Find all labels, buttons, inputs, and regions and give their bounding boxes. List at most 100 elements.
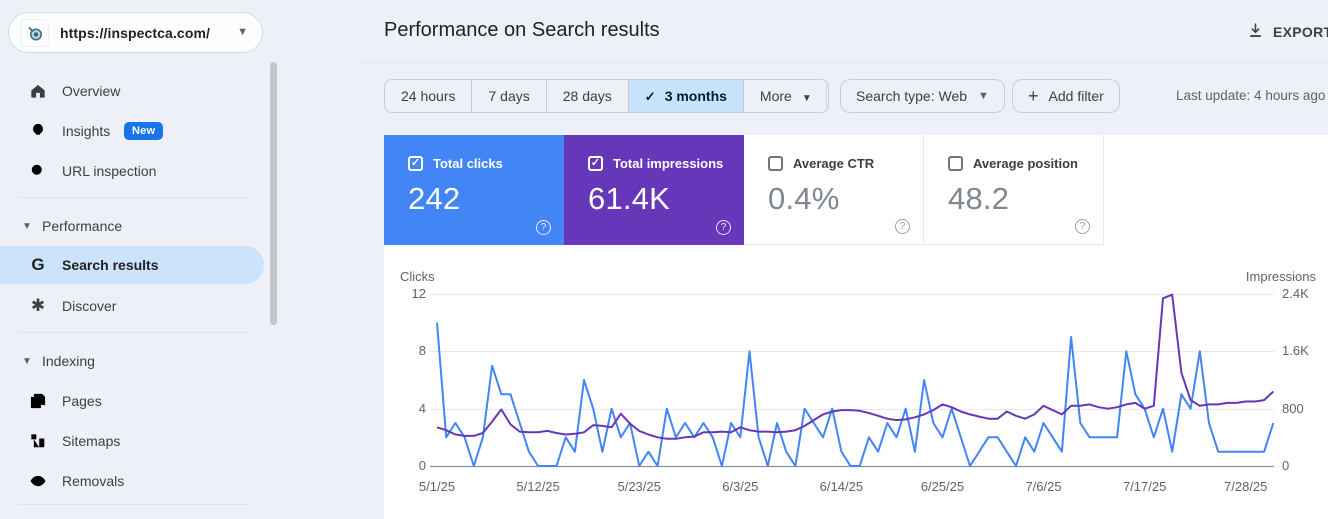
page-title: Performance on Search results xyxy=(384,19,660,41)
right-axis-title: Impressions xyxy=(1245,269,1316,284)
x-axis-tick: 7/28/25 xyxy=(1224,479,1268,494)
sidebar-item-label: Search results xyxy=(62,257,159,273)
site-favicon-icon xyxy=(22,19,48,46)
chevron-down-icon: ▼ xyxy=(237,26,248,38)
sidebar-divider xyxy=(18,197,250,198)
x-axis-tick: 5/23/25 xyxy=(617,479,661,494)
checkbox-unchecked-icon[interactable]: ✓ xyxy=(948,156,963,171)
metric-card-average-position[interactable]: ✓ Average position 48.2 ? xyxy=(924,135,1104,245)
chip-28-days[interactable]: 28 days xyxy=(545,80,628,112)
date-range-chip-group: 24 hours 7 days 28 days ✓ 3 months More ▼ xyxy=(384,79,829,113)
metric-label: Average CTR xyxy=(793,156,875,171)
metric-label: Total clicks xyxy=(433,156,503,171)
add-filter-button[interactable]: + Add filter xyxy=(1012,79,1120,113)
metric-value: 48.2 xyxy=(948,181,1010,216)
lightbulb-icon xyxy=(28,121,48,141)
sidebar-item-removals[interactable]: Removals xyxy=(0,467,264,495)
metric-value: 242 xyxy=(408,181,461,216)
home-icon xyxy=(28,81,48,101)
sidebar-item-label: Sitemaps xyxy=(62,433,121,449)
help-icon[interactable]: ? xyxy=(895,219,910,234)
sidebar-item-discover[interactable]: ✱ Discover xyxy=(0,292,264,320)
sidebar-item-insights[interactable]: Insights New xyxy=(0,117,264,145)
help-icon[interactable]: ? xyxy=(536,220,551,235)
search-icon xyxy=(28,161,48,181)
google-g-icon: G xyxy=(31,255,45,274)
filter-separator xyxy=(826,80,827,112)
x-axis-tick: 5/1/25 xyxy=(418,479,456,494)
asterisk-icon: ✱ xyxy=(30,296,46,315)
sidebar-divider xyxy=(18,332,250,333)
sidebar-item-overview[interactable]: Overview xyxy=(0,77,264,105)
help-icon[interactable]: ? xyxy=(716,220,731,235)
chip-more[interactable]: More ▼ xyxy=(742,80,828,112)
left-axis-title: Clicks xyxy=(400,269,435,284)
sidebar-item-label: Removals xyxy=(62,473,125,489)
export-label: EXPORT xyxy=(1273,24,1328,40)
x-axis-tick: 6/14/25 xyxy=(819,479,864,494)
search-type-button[interactable]: Search type: Web ▼ xyxy=(840,79,1005,113)
chip-3-months[interactable]: ✓ 3 months xyxy=(627,80,743,112)
check-icon: ✓ xyxy=(644,89,656,104)
chip-24-hours[interactable]: 24 hours xyxy=(401,88,456,104)
new-badge: New xyxy=(124,122,164,140)
add-filter-label: Add filter xyxy=(1048,88,1104,104)
x-axis-tick: 6/3/25 xyxy=(722,479,759,494)
checkbox-unchecked-icon[interactable]: ✓ xyxy=(768,156,783,171)
sidebar-item-label: Overview xyxy=(62,83,121,99)
y-axis-tick-clicks: 4 xyxy=(418,400,426,416)
export-button[interactable]: EXPORT xyxy=(1247,22,1328,42)
x-axis-tick: 7/17/25 xyxy=(1122,479,1167,494)
checkbox-checked-icon[interactable]: ✓ xyxy=(588,156,603,171)
checkbox-checked-icon[interactable]: ✓ xyxy=(408,156,423,171)
last-update-text: Last update: 4 hours ago xyxy=(1176,88,1326,103)
x-axis-tick: 7/6/25 xyxy=(1025,479,1062,494)
sidebar-item-search-results[interactable]: G Search results xyxy=(0,246,264,284)
chip-7-days[interactable]: 7 days xyxy=(471,80,545,112)
sidebar-item-label: Pages xyxy=(62,393,102,409)
y-axis-tick-clicks: 8 xyxy=(418,343,426,359)
search-type-label: Search type: Web xyxy=(856,88,968,104)
header-divider xyxy=(362,62,1328,63)
eye-off-icon xyxy=(28,471,48,491)
x-axis-tick: 6/25/25 xyxy=(920,479,965,494)
sidebar-scrollbar[interactable] xyxy=(270,62,277,325)
sitemap-icon xyxy=(28,431,48,451)
section-label: Performance xyxy=(42,218,123,234)
metric-value: 0.4% xyxy=(768,181,840,216)
sidebar-item-url-inspection[interactable]: URL inspection xyxy=(0,157,264,185)
chevron-down-icon: ▼ xyxy=(978,89,989,102)
metric-value: 61.4K xyxy=(588,181,671,216)
y-axis-tick-impressions: 1.6K xyxy=(1282,343,1309,359)
metric-label: Average position xyxy=(973,156,1078,171)
y-axis-tick-clicks: 0 xyxy=(418,458,426,473)
sidebar-section-indexing[interactable]: ▼ Indexing xyxy=(0,349,264,373)
y-axis-tick-impressions: 2.4K xyxy=(1282,286,1309,301)
sidebar-item-sitemaps[interactable]: Sitemaps xyxy=(0,427,264,455)
sidebar-section-performance[interactable]: ▼ Performance xyxy=(0,214,264,238)
download-icon xyxy=(1247,22,1264,42)
y-axis-tick-impressions: 0 xyxy=(1282,458,1290,473)
pages-icon xyxy=(28,391,48,411)
metric-label: Total impressions xyxy=(613,156,724,171)
property-url: https://inspectca.com/ xyxy=(60,24,211,41)
section-label: Indexing xyxy=(42,353,95,369)
metric-card-total-clicks[interactable]: ✓ Total clicks 242 ? xyxy=(384,135,564,245)
chevron-down-icon: ▼ xyxy=(22,355,32,367)
plus-icon: + xyxy=(1028,85,1039,106)
metric-card-average-ctr[interactable]: ✓ Average CTR 0.4% ? xyxy=(744,135,924,245)
sidebar-divider xyxy=(18,504,250,505)
help-icon[interactable]: ? xyxy=(1075,219,1090,234)
chevron-down-icon: ▼ xyxy=(801,93,812,104)
y-axis-tick-impressions: 800 xyxy=(1282,400,1304,416)
x-axis-tick: 5/12/25 xyxy=(516,479,560,494)
sidebar-item-label: Discover xyxy=(62,298,117,314)
y-axis-tick-clicks: 12 xyxy=(411,286,426,301)
sidebar-item-label: Insights xyxy=(62,123,111,139)
chevron-down-icon: ▼ xyxy=(22,220,32,232)
sidebar-item-pages[interactable]: Pages xyxy=(0,387,264,415)
property-selector[interactable]: https://inspectca.com/ ▼ xyxy=(8,12,263,53)
metric-card-total-impressions[interactable]: ✓ Total impressions 61.4K ? xyxy=(564,135,744,245)
sidebar-item-label: URL inspection xyxy=(62,163,157,179)
